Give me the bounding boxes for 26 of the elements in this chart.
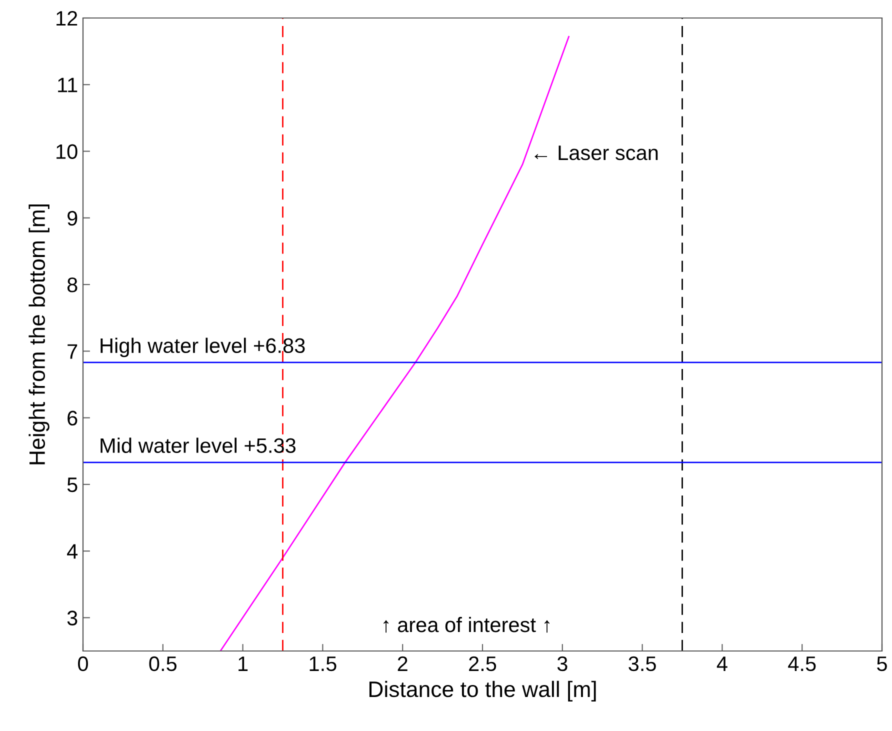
y-axis-title: Height from the bottom [m] bbox=[28, 204, 50, 464]
y-tick-label: 4 bbox=[67, 544, 78, 559]
x-tick-label: 1 bbox=[238, 656, 248, 671]
annotation: ↑ area of interest ↑ bbox=[384, 616, 550, 633]
y-tick-label: 10 bbox=[56, 144, 78, 160]
x-tick-label: 0.5 bbox=[149, 656, 177, 672]
y-tick-label: 3 bbox=[67, 610, 78, 626]
y-tick-label: 8 bbox=[67, 278, 78, 292]
x-tick-label: 4.5 bbox=[788, 656, 816, 672]
annotation: ← Laser scan bbox=[534, 146, 658, 160]
ref-line-label: High water level +6.83 bbox=[100, 338, 305, 358]
y-tick-label: 7 bbox=[68, 344, 78, 359]
x-tick-label: 3 bbox=[557, 656, 568, 672]
x-tick-label: 2.5 bbox=[469, 656, 496, 672]
x-tick-label: 2 bbox=[398, 656, 408, 671]
x-tick-label: 3.5 bbox=[628, 656, 656, 672]
x-tick-label: 0 bbox=[78, 656, 88, 672]
y-tick-label: 5 bbox=[67, 478, 78, 492]
y-tick-label: 9 bbox=[68, 210, 78, 226]
y-tick-label: 6 bbox=[68, 410, 78, 426]
y-tick-label: 12 bbox=[56, 11, 78, 26]
x-tick-label: 5 bbox=[877, 656, 887, 672]
x-tick-label: 4 bbox=[716, 656, 728, 671]
y-tick-label: 11 bbox=[58, 78, 78, 92]
x-axis-title: Distance to the wall [m] bbox=[369, 680, 596, 702]
x-tick-label: 1.5 bbox=[310, 656, 336, 672]
